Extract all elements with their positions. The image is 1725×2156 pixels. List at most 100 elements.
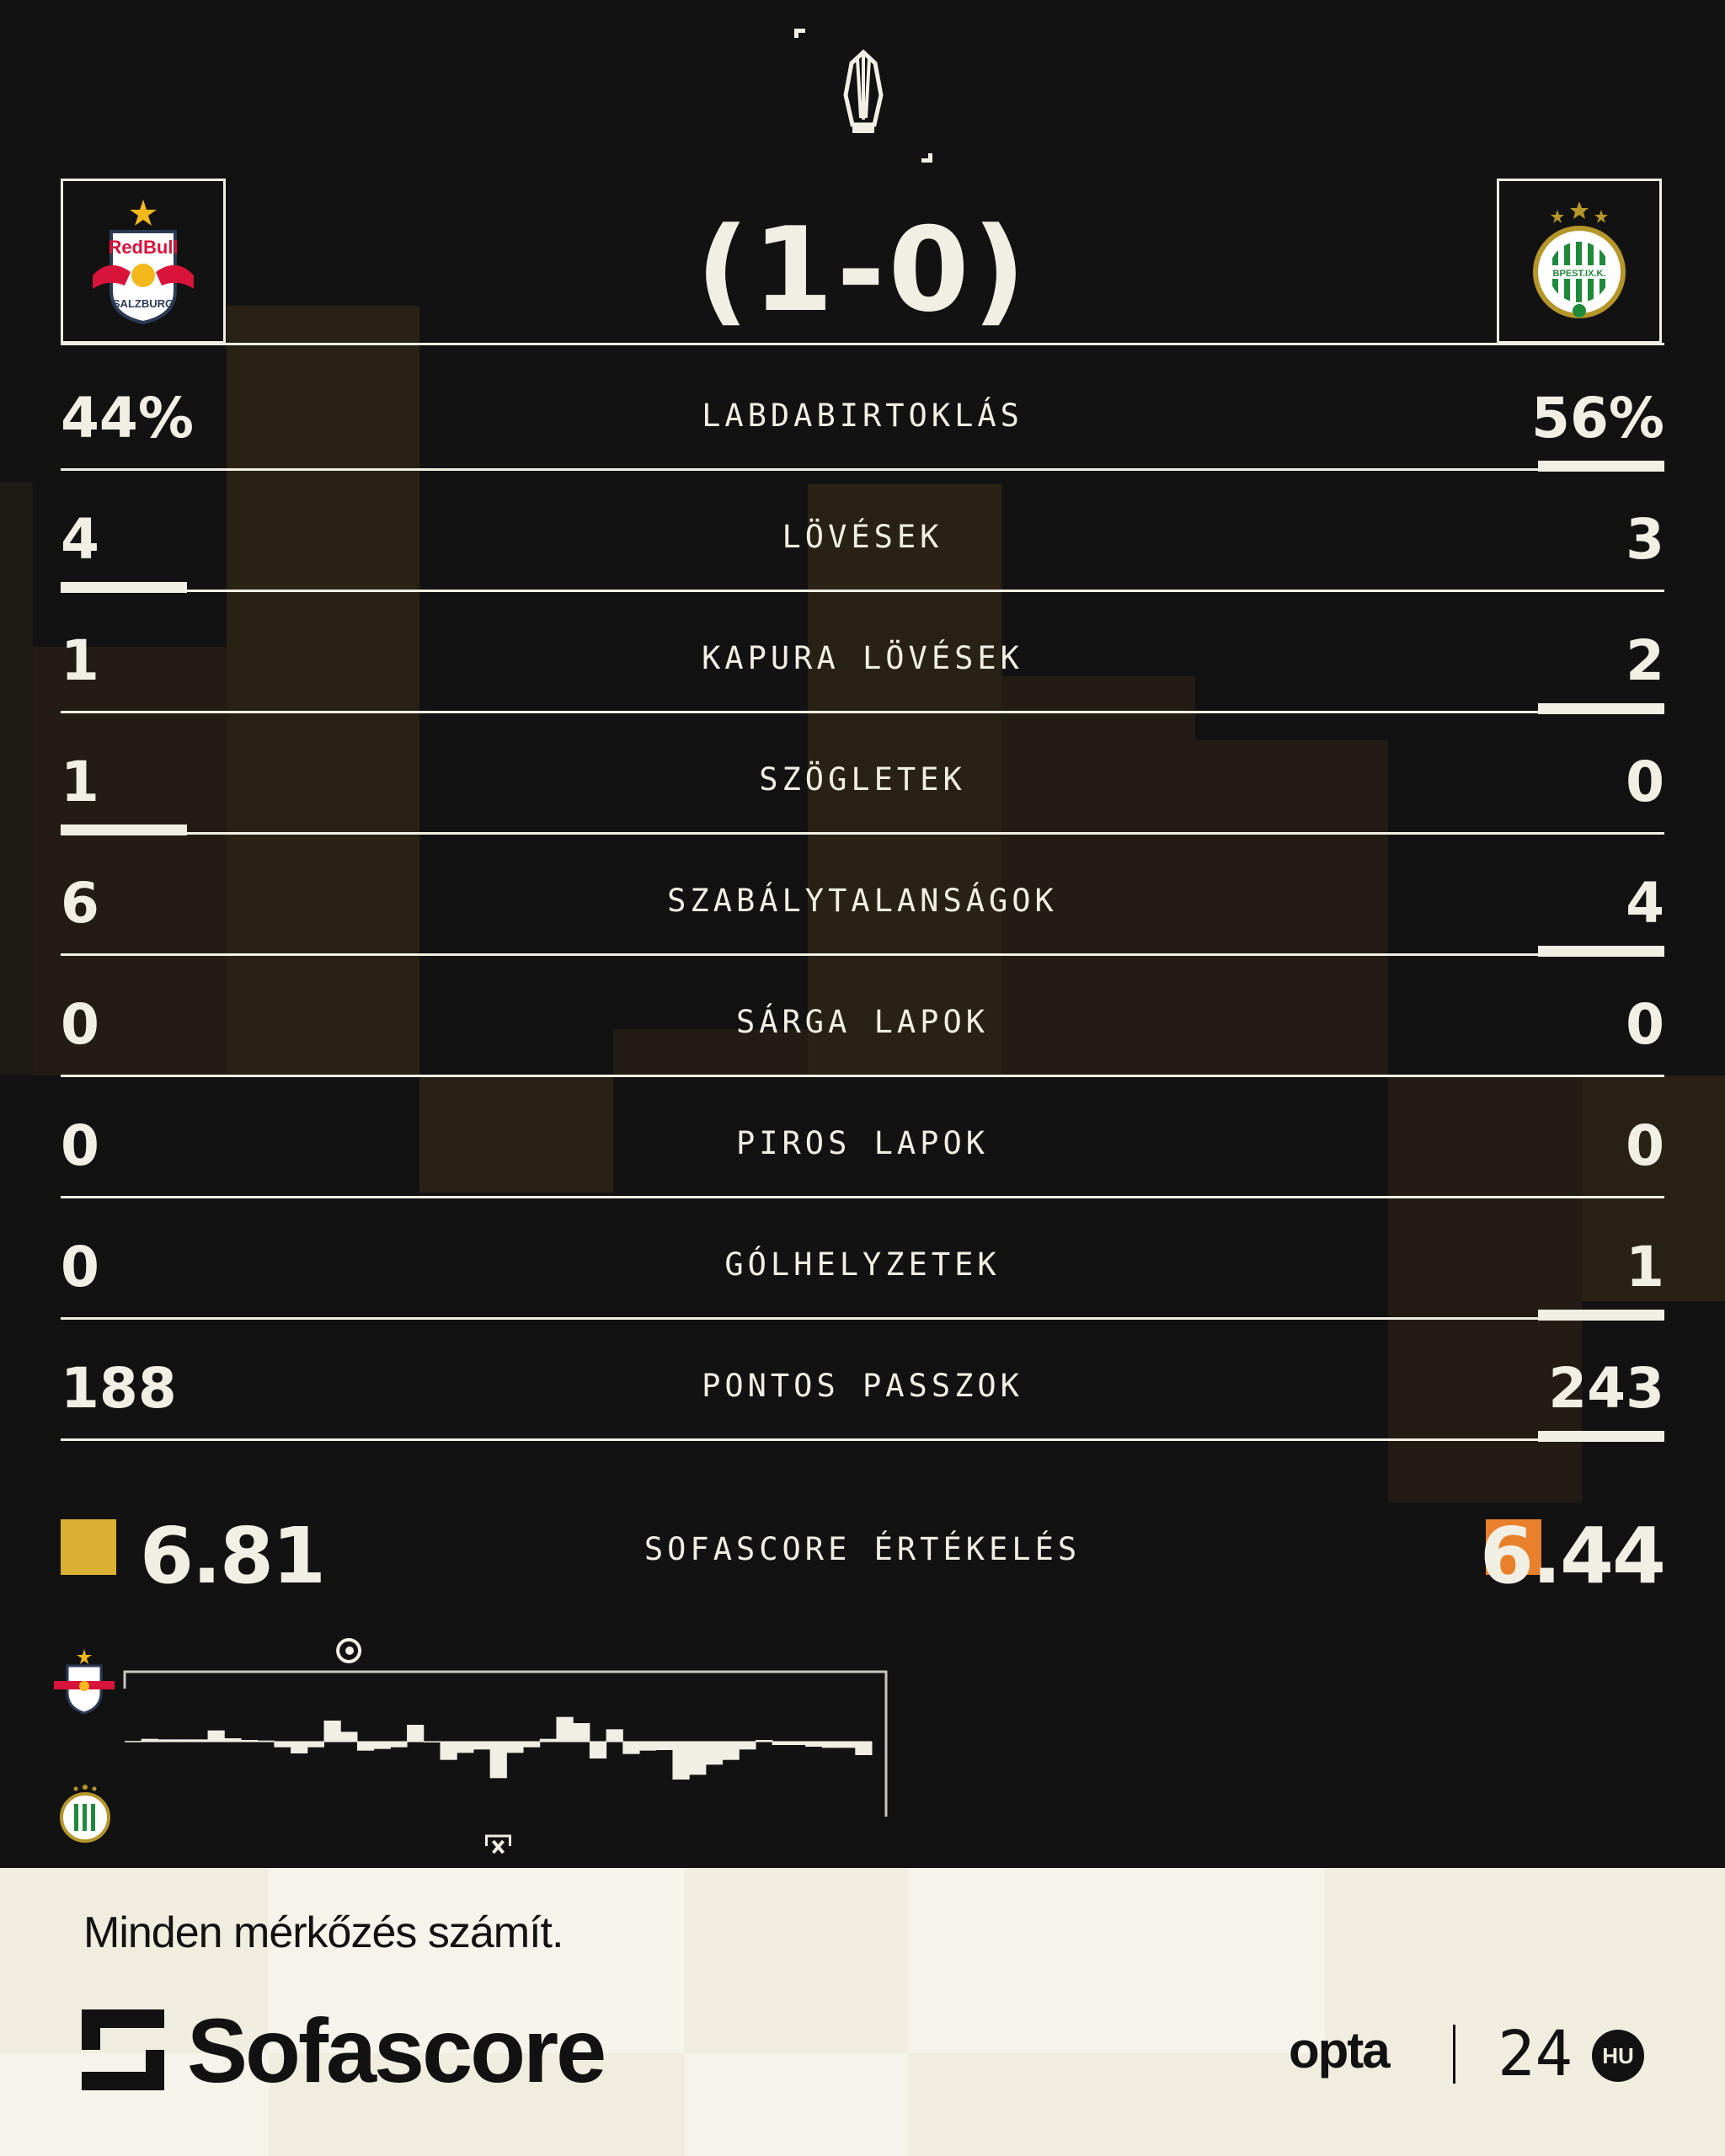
- footer: [0, 1868, 1725, 2156]
- momentum-bar: [722, 1742, 740, 1760]
- away-stat-value: 4: [1626, 871, 1664, 936]
- momentum-bar: [141, 1738, 158, 1742]
- away-stat-value: 3: [1626, 507, 1664, 572]
- away-team-logo: BPEST.IX.K.: [1497, 179, 1662, 344]
- row-divider: [61, 1438, 1664, 1441]
- momentum-bar: [307, 1742, 325, 1748]
- away-team-mini-logo: [60, 1785, 110, 1843]
- partner-divider: [1453, 2025, 1455, 2084]
- stat-row: 0 SÁRGA LAPOK 0: [61, 955, 1664, 1076]
- home-stat-value: 188: [61, 1356, 177, 1421]
- home-stat-value: 0: [61, 1235, 99, 1299]
- momentum-bar: [821, 1742, 840, 1748]
- momentum-bar: [506, 1742, 524, 1753]
- away-stat-value: 0: [1626, 1113, 1664, 1178]
- tagline: Minden mérkőzés számít.: [83, 1908, 563, 1957]
- bg-column: [1582, 1075, 1725, 1301]
- momentum-bar: [655, 1742, 673, 1750]
- 24hu-badge: HU: [1592, 2030, 1644, 2082]
- home-rating: 6.81: [140, 1511, 326, 1601]
- bg-column: [1001, 676, 1195, 1075]
- momentum-bar: [473, 1742, 491, 1750]
- home-stat-value: 0: [61, 992, 99, 1057]
- momentum-bar: [606, 1729, 623, 1742]
- momentum-bar: [224, 1738, 242, 1742]
- stat-label: PONTOS PASSZOK: [702, 1368, 1023, 1404]
- home-rating-swatch: [61, 1519, 116, 1575]
- match-score: (1-0): [696, 202, 1029, 338]
- stat-label: GÓLHELYZETEK: [724, 1246, 1001, 1283]
- chart-frame: [123, 1670, 888, 1817]
- rating-row: 6.81 SOFASCORE ÉRTÉKELÉS 6.44: [61, 1511, 1666, 1601]
- momentum-bar: [489, 1742, 507, 1779]
- home-stat-value: 6: [61, 871, 99, 936]
- 24hu-logo: 24: [1498, 2018, 1573, 2090]
- bg-column: [419, 1075, 613, 1193]
- rating-label: SOFASCORE ÉRTÉKELÉS: [644, 1531, 1081, 1567]
- momentum-bar: [407, 1725, 425, 1742]
- away-stat-value: 1: [1626, 1235, 1664, 1299]
- attack-momentum-chart: [54, 1638, 888, 1854]
- row-divider: [61, 953, 1664, 956]
- bg-column: [613, 1029, 808, 1075]
- away-stat-value: 56%: [1531, 386, 1664, 451]
- momentum-bar: [240, 1740, 259, 1742]
- momentum-bar: [589, 1742, 607, 1758]
- stat-row: 1 SZÖGLETEK 0: [61, 712, 1664, 835]
- momentum-bar: [291, 1742, 308, 1753]
- stat-label: LABDABIRTOKLÁS: [702, 398, 1023, 434]
- bg-column: [1195, 740, 1388, 1075]
- momentum-bar: [274, 1742, 291, 1748]
- momentum-bar: [556, 1716, 574, 1742]
- conference-league-trophy-icon: [794, 29, 932, 163]
- stat-row: 1 KAPURA LÖVÉSEK 2: [61, 591, 1664, 714]
- momentum-bar: [772, 1742, 789, 1745]
- stat-label: SZÖGLETEK: [759, 761, 966, 798]
- stat-label: KAPURA LÖVÉSEK: [702, 640, 1023, 676]
- stat-row: 188 PONTOS PASSZOK 243: [61, 1319, 1664, 1442]
- away-stat-value: 2: [1626, 628, 1664, 693]
- momentum-bar: [257, 1740, 275, 1742]
- bg-column: [33, 647, 227, 1075]
- red-bull-salzburg-crest: RedBull SALZBURG: [93, 200, 194, 324]
- momentum-bar: [174, 1739, 192, 1742]
- momentum-bar: [340, 1732, 358, 1742]
- stat-label: SZABÁLYTALANSÁGOK: [667, 883, 1058, 919]
- momentum-bar: [756, 1740, 773, 1742]
- home-stat-value: 1: [61, 750, 99, 814]
- momentum-bar: [705, 1742, 724, 1765]
- away-stat-value: 0: [1626, 992, 1664, 1057]
- away-rating: 6.44: [1480, 1511, 1666, 1601]
- stat-row: 0 GÓLHELYZETEK 1: [61, 1198, 1664, 1321]
- momentum-bar: [855, 1742, 873, 1755]
- row-divider: [61, 1075, 1664, 1077]
- momentum-bar: [689, 1742, 707, 1775]
- home-stat-value: 44%: [61, 386, 194, 451]
- sofascore-wordmark: Sofascore: [187, 1999, 606, 2101]
- stat-row: 0 PIROS LAPOK 0: [61, 1076, 1664, 1198]
- ferencvaros-crest: BPEST.IX.K.: [1533, 201, 1626, 318]
- sofascore-logo-icon: [82, 2009, 164, 2090]
- momentum-bar: [390, 1742, 408, 1748]
- away-stat-value: 243: [1548, 1356, 1664, 1421]
- momentum-bar: [539, 1738, 557, 1742]
- momentum-bar: [158, 1739, 175, 1742]
- away-rating-swatch: [1486, 1519, 1541, 1575]
- bg-column: [808, 484, 1001, 1075]
- svg-text:SALZBURG: SALZBURG: [113, 297, 174, 310]
- stat-label: SÁRGA LAPOK: [735, 1004, 990, 1040]
- momentum-bar: [457, 1742, 474, 1753]
- bg-column: [227, 306, 419, 1075]
- momentum-bar: [739, 1742, 756, 1750]
- momentum-bar: [788, 1742, 806, 1745]
- stat-row: 44% LABDABIRTOKLÁS 56%: [61, 349, 1664, 472]
- momentum-bar: [622, 1742, 640, 1754]
- home-team-mini-logo: [54, 1649, 115, 1715]
- home-stat-value: 1: [61, 628, 99, 693]
- opta-logo: opta: [1289, 2022, 1391, 2079]
- stat-label: PIROS LAPOK: [735, 1125, 990, 1161]
- home-team-logo: RedBull SALZBURG: [61, 179, 226, 344]
- stat-row: 6 SZABÁLYTALANSÁGOK 4: [61, 834, 1664, 957]
- momentum-bar: [838, 1742, 856, 1748]
- row-divider: [61, 832, 1664, 835]
